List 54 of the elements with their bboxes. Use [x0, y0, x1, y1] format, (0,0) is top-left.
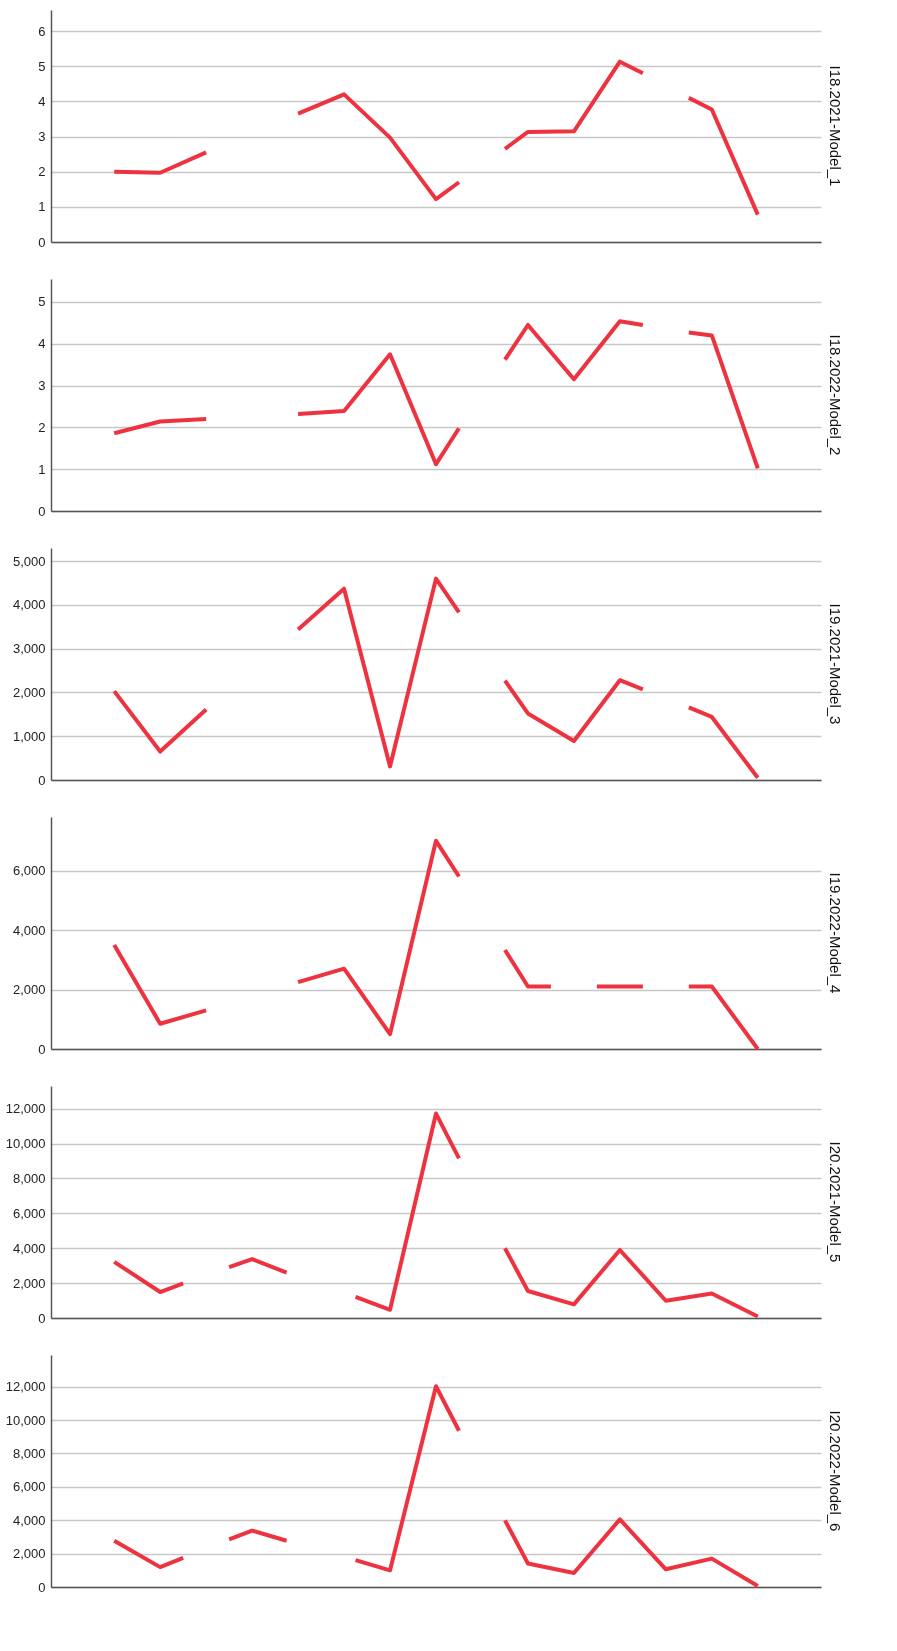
- y-tick-label: 3: [38, 378, 46, 394]
- y-tick-label: 6,000: [12, 1479, 46, 1495]
- y-tick-label: 12,000: [5, 1379, 46, 1395]
- line-series: [353, 1384, 461, 1573]
- y-tick-label: 4,000: [12, 1240, 46, 1256]
- y-tick-label: 3,000: [12, 641, 46, 657]
- y-tick-label: 0: [38, 1310, 46, 1326]
- line-series: [296, 838, 461, 1037]
- y-tick-label: 1,000: [12, 728, 46, 744]
- line-series: [502, 59, 645, 151]
- y-tick-label: 12,000: [5, 1101, 46, 1117]
- line-series: [502, 1517, 760, 1588]
- y-tick-label: 4,000: [12, 597, 46, 613]
- y-tick-label: 10,000: [5, 1412, 46, 1428]
- y-tick-label: 8,000: [12, 1445, 46, 1461]
- line-series: [296, 576, 461, 769]
- y-tick-label: 2,000: [12, 684, 46, 700]
- y-tick-label: 2,000: [12, 1546, 46, 1562]
- y-tick-label: 0: [38, 1041, 46, 1057]
- y-tick-label: 6: [38, 23, 46, 39]
- y-tick-label: 1: [38, 461, 46, 477]
- line-series: [502, 678, 645, 744]
- y-tick-label: 2,000: [12, 982, 46, 998]
- y-tick-label: 4: [38, 336, 46, 352]
- y-tick-label: 0: [38, 1579, 46, 1595]
- y-tick-label: 8,000: [12, 1170, 46, 1186]
- y-tick-label: 4,000: [12, 1512, 46, 1528]
- line-series: [502, 319, 645, 382]
- text: I19.2022-Model_4: [827, 872, 844, 994]
- line-series: [353, 1111, 461, 1312]
- text: I20.2021-Model_5: [827, 1141, 844, 1263]
- y-tick-label: 2: [38, 164, 46, 180]
- y-tick-label: 3: [38, 129, 46, 145]
- y-tick-label: 2: [38, 419, 46, 435]
- y-tick-label: 10,000: [5, 1136, 46, 1152]
- line-series: [502, 1246, 760, 1319]
- line-series: [296, 92, 461, 202]
- y-tick-label: 6,000: [12, 1205, 46, 1221]
- y-tick-label: 0: [38, 234, 46, 250]
- y-tick-label: 0: [38, 772, 46, 788]
- y-tick-label: 1: [38, 199, 46, 215]
- y-tick-label: 0: [38, 503, 46, 519]
- text: I18.2022-Model_2: [827, 334, 844, 456]
- y-tick-label: 5: [38, 294, 46, 310]
- line-series: [296, 352, 461, 467]
- text: I18.2021-Model_1: [827, 65, 844, 187]
- y-tick-label: 4,000: [12, 922, 46, 938]
- text: I19.2021-Model_3: [827, 603, 844, 725]
- text: I20.2022-Model_6: [827, 1410, 844, 1532]
- y-tick-label: 5: [38, 58, 46, 74]
- y-tick-label: 5,000: [12, 553, 46, 569]
- y-tick-label: 4: [38, 93, 46, 109]
- y-tick-label: 2,000: [12, 1275, 46, 1291]
- y-tick-label: 6,000: [12, 863, 46, 879]
